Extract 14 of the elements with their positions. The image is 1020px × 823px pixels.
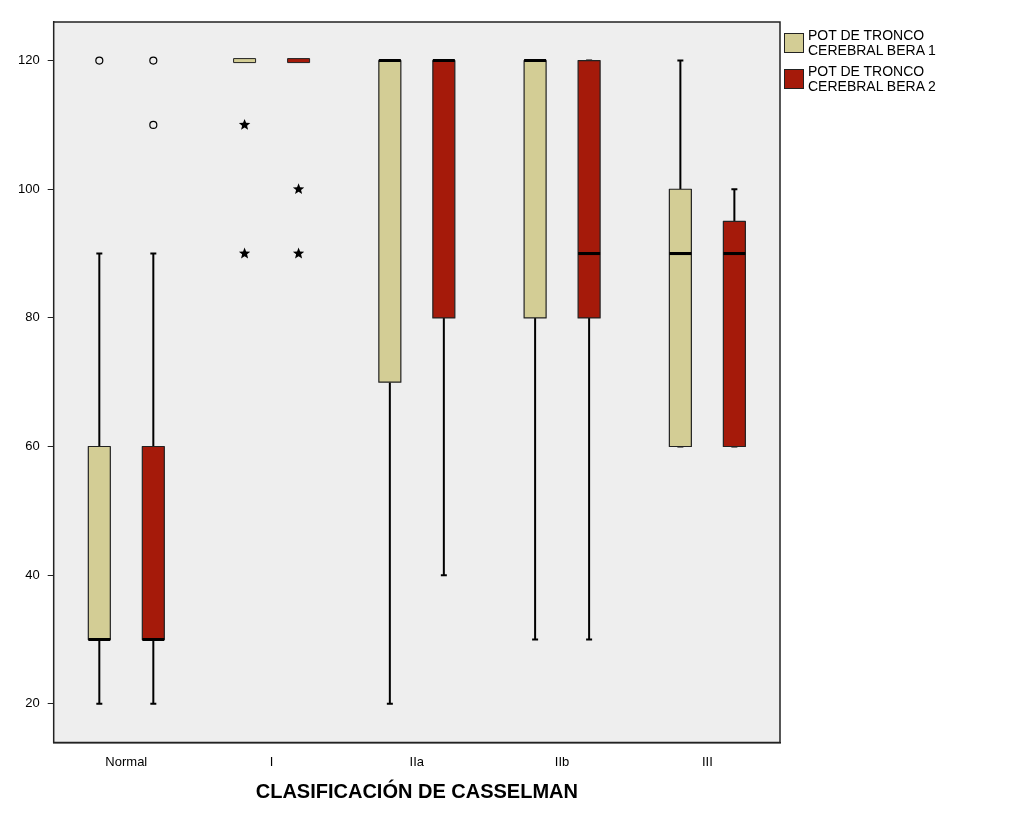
y-tick-label: 40 <box>25 566 40 582</box>
y-tick-label: 100 <box>17 180 40 196</box>
x-tick-label: IIa <box>409 753 425 769</box>
legend-label: POT DE TRONCO CEREBRAL BERA 1 <box>808 27 937 58</box>
y-tick-label: 20 <box>25 695 40 711</box>
x-tick-label: Normal <box>105 753 148 769</box>
x-tick-label: IIb <box>554 753 570 769</box>
x-axis-title: CLASIFICACIÓN DE CASSELMAN <box>255 778 578 802</box>
legend-label: POT DE TRONCO CEREBRAL BERA 2 <box>808 63 937 94</box>
y-tick-label: 60 <box>25 438 40 454</box>
y-tick-label: 80 <box>25 309 40 325</box>
x-tick-label: I <box>269 753 274 769</box>
y-tick-label: 120 <box>17 52 40 68</box>
x-tick-label: III <box>701 753 713 769</box>
